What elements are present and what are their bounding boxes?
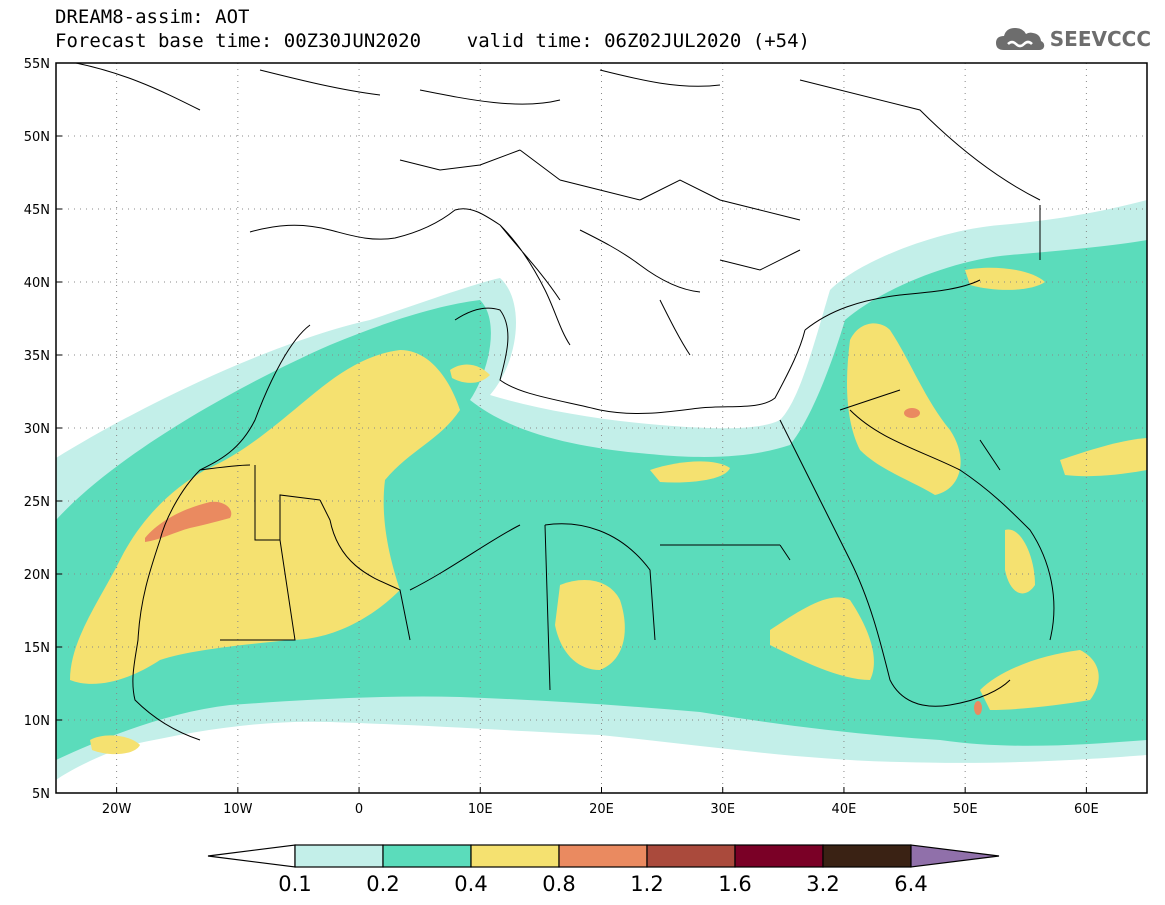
lat-label: 45N <box>24 203 50 218</box>
colorbar-swatch <box>558 844 648 868</box>
lon-label: 0 <box>355 802 363 817</box>
lat-label: 15N <box>24 641 50 656</box>
colorbar-label: 6.4 <box>894 872 927 896</box>
lon-label: 30E <box>710 802 735 817</box>
colorbar-label: 3.2 <box>806 872 839 896</box>
colorbar-swatch <box>470 844 560 868</box>
map-title: DREAM8-assim: AOT <box>55 6 250 28</box>
lat-label: 25N <box>24 495 50 510</box>
lat-label: 35N <box>24 349 50 364</box>
longitude-labels: 20W 10W 0 10E 20E 30E 40E 50E 60E <box>102 787 1099 817</box>
lon-label: 10W <box>223 802 253 817</box>
colorbar-swatch <box>646 844 736 868</box>
lat-label: 10N <box>24 714 50 729</box>
colorbar-label: 0.2 <box>366 872 399 896</box>
lat-label: 30N <box>24 422 50 437</box>
coastlines <box>73 63 1055 741</box>
colorbar-right-arrow <box>910 844 1000 868</box>
lon-label: 40E <box>832 802 857 817</box>
logo-text: SEEVCCC <box>1049 27 1151 51</box>
lon-label: 50E <box>953 802 978 817</box>
aot-band-0.8 <box>145 408 982 715</box>
colorbar-label: 0.8 <box>542 872 575 896</box>
lat-label: 40N <box>24 276 50 291</box>
colorbar-label: 0.4 <box>454 872 487 896</box>
cloud-icon <box>995 28 1044 50</box>
forecast-time-line: Forecast base time: 00Z30JUN2020 valid t… <box>55 30 810 52</box>
lat-label: 5N <box>32 787 50 802</box>
lat-label: 50N <box>24 130 50 145</box>
aot-band-0.4 <box>70 267 1147 755</box>
colorbar-label: 0.1 <box>278 872 311 896</box>
colorbar-swatch <box>822 844 912 868</box>
lon-label: 60E <box>1074 802 1099 817</box>
lat-label: 20N <box>24 568 50 583</box>
colorbar-swatch <box>382 844 472 868</box>
aot-field <box>56 200 1147 780</box>
lon-label: 20E <box>589 802 614 817</box>
colorbar: 0.1 0.2 0.4 0.8 1.2 1.6 3.2 6.4 <box>207 844 1000 896</box>
colorbar-swatch <box>294 844 384 868</box>
colorbar-swatch <box>734 844 824 868</box>
lon-label: 10E <box>468 802 493 817</box>
lon-label: 20W <box>102 802 132 817</box>
colorbar-label: 1.2 <box>630 872 663 896</box>
colorbar-label: 1.6 <box>718 872 751 896</box>
latitude-labels: 55N 50N 45N 40N 35N 30N 25N 20N 15N 10N 5N <box>24 57 62 802</box>
lat-label: 55N <box>24 57 50 72</box>
seevccc-logo: SEEVCCC <box>994 24 1151 54</box>
colorbar-left-arrow <box>207 844 296 868</box>
